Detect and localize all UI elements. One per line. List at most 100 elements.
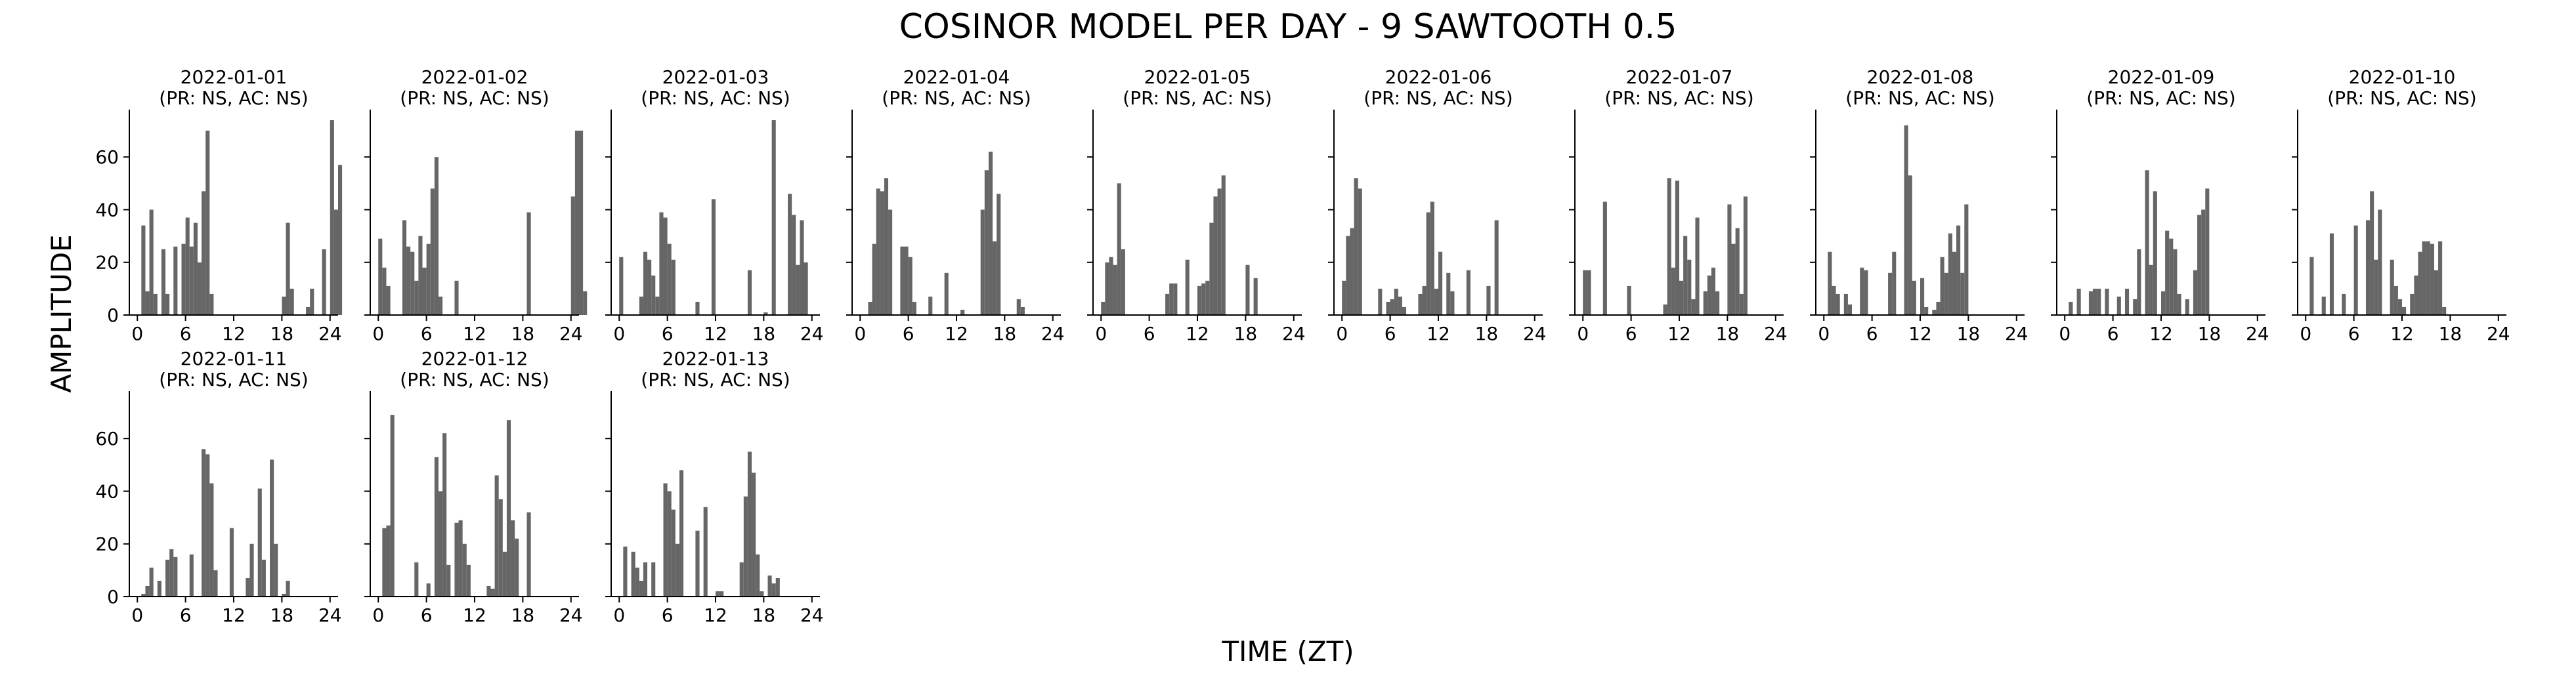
bar xyxy=(944,272,949,315)
bar xyxy=(1735,228,1740,315)
subplot-title: 2022-01-07 xyxy=(1626,66,1733,88)
bar xyxy=(386,525,391,597)
bar xyxy=(145,291,150,315)
bar xyxy=(173,246,178,315)
subplot-subtitle: (PR: NS, AC: NS) xyxy=(159,369,308,390)
bar xyxy=(651,275,656,315)
bar xyxy=(1860,267,1864,315)
bar xyxy=(739,562,744,597)
bar xyxy=(667,491,672,597)
subplot-3: 2022-01-03(PR: NS, AC: NS) 0 6 12 18 24 xyxy=(605,66,824,345)
bar xyxy=(2173,249,2178,315)
x-tick-label: 24 xyxy=(559,323,583,345)
bar xyxy=(286,580,290,597)
x-tick-label: 12 xyxy=(2390,323,2414,345)
bar xyxy=(2438,241,2443,315)
bar xyxy=(330,120,334,316)
x-tick-label: 18 xyxy=(752,604,776,626)
subplot-9: 2022-01-09(PR: NS, AC: NS) 0 6 12 18 24 xyxy=(2051,66,2269,345)
bar xyxy=(1016,299,1021,315)
bar xyxy=(663,483,668,597)
bar xyxy=(928,296,933,315)
bar xyxy=(647,259,652,315)
bar xyxy=(2088,291,2093,315)
x-tick-label: 6 xyxy=(1385,323,1396,345)
bar xyxy=(282,593,286,597)
x-tick-label: 6 xyxy=(180,604,192,626)
x-tick-label: 6 xyxy=(1625,323,1637,345)
bar xyxy=(1956,225,1961,315)
subplot-title: 2022-01-09 xyxy=(2108,66,2215,88)
bar xyxy=(1912,280,1916,315)
y-tick-label: 40 xyxy=(95,480,119,502)
bar xyxy=(1731,243,1736,315)
bar xyxy=(884,178,889,315)
x-tick-label: 24 xyxy=(800,604,824,626)
subplot-title: 2022-01-10 xyxy=(2349,66,2456,88)
bar xyxy=(193,222,198,315)
bar xyxy=(386,285,391,315)
bar xyxy=(2365,220,2371,315)
bar xyxy=(1695,217,1700,315)
bar xyxy=(213,570,218,597)
x-tick-label: 0 xyxy=(1577,323,1589,345)
bar xyxy=(2165,230,2170,315)
bar xyxy=(2418,251,2422,315)
bar xyxy=(2390,259,2394,315)
subplot-title: 2022-01-08 xyxy=(1867,66,1974,88)
bar xyxy=(1494,220,1499,315)
bar xyxy=(1394,288,1398,315)
bar xyxy=(1828,251,1832,315)
bar xyxy=(1602,201,1607,315)
x-tick-label: 18 xyxy=(511,604,535,626)
bar xyxy=(1422,285,1427,315)
x-tick-label: 18 xyxy=(270,604,294,626)
subplot-title: 2022-01-01 xyxy=(181,66,288,88)
x-tick-label: 24 xyxy=(1282,323,1306,345)
bar xyxy=(1663,304,1667,315)
bar xyxy=(2205,188,2210,315)
bar xyxy=(1438,251,1443,315)
bar xyxy=(639,296,643,315)
bar xyxy=(141,593,146,597)
bar xyxy=(2410,293,2415,315)
bar xyxy=(679,470,684,597)
x-tick-label: 0 xyxy=(1818,323,1830,345)
bar xyxy=(322,249,326,315)
x-tick-label: 24 xyxy=(1041,323,1065,345)
bar xyxy=(619,257,624,315)
bar xyxy=(1707,275,1711,315)
bar xyxy=(406,246,411,315)
bar xyxy=(490,588,495,597)
x-tick-label: 0 xyxy=(854,323,866,345)
subplot-7: 2022-01-07(PR: NS, AC: NS) 0 6 12 18 24 xyxy=(1569,66,1788,345)
bar xyxy=(526,212,531,315)
bar xyxy=(796,264,800,315)
bar xyxy=(1209,222,1214,315)
x-tick-label: 0 xyxy=(1095,323,1107,345)
bar xyxy=(2342,293,2346,315)
bar xyxy=(2201,209,2206,315)
bar xyxy=(1908,175,1912,315)
bar xyxy=(246,578,250,597)
subplot-4: 2022-01-04(PR: NS, AC: NS) 0 6 12 18 24 xyxy=(846,66,1065,345)
subplot-subtitle: (PR: NS, AC: NS) xyxy=(1604,87,1753,109)
bar xyxy=(984,170,989,315)
bar xyxy=(1217,188,1222,315)
bar xyxy=(173,557,178,597)
bar xyxy=(1165,293,1170,315)
bar xyxy=(651,562,656,597)
y-tick-label: 20 xyxy=(95,534,119,555)
bar xyxy=(1703,291,1707,315)
x-tick-label: 18 xyxy=(1957,323,1981,345)
bar xyxy=(1402,306,1407,315)
subplot-title: 2022-01-13 xyxy=(662,348,769,369)
x-tick-label: 0 xyxy=(613,323,625,345)
bar xyxy=(703,507,708,597)
bar xyxy=(1020,306,1025,315)
bar xyxy=(422,267,427,315)
bar xyxy=(202,449,206,597)
bar xyxy=(2374,259,2378,315)
bar xyxy=(631,551,635,597)
subplot-subtitle: (PR: NS, AC: NS) xyxy=(2086,87,2235,109)
